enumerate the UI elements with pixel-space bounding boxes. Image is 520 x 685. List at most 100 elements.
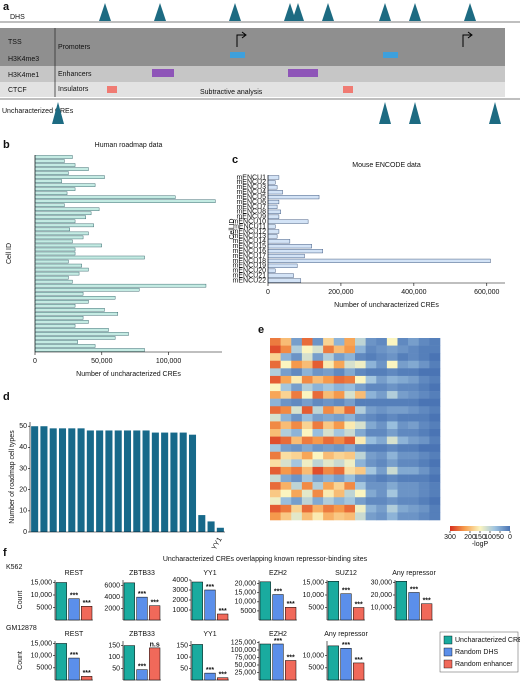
heat-cell [397,459,409,468]
heat-cell [301,413,313,422]
row-label: K562 [6,564,22,571]
dhs-peak [154,3,166,21]
heat-cell [280,436,292,445]
bar [340,648,352,681]
y-tick-label: mENCU10 [233,218,267,225]
heat-cell [312,398,324,407]
bar [204,589,216,621]
heat-cell [323,413,335,422]
heat-cell [355,375,366,384]
heat-cell [418,398,430,407]
heat-cell [312,368,324,377]
bar [34,175,105,179]
heat-cell [312,482,324,490]
panel-title: YY1 [203,631,216,638]
heat-cell [312,360,324,369]
y-tick-label: 5000 [240,608,256,615]
y-tick-label: 5000 [308,604,324,611]
bar [267,175,280,180]
heat-cell [355,360,366,369]
heat-cell [418,421,430,430]
colorbar-tick-label: 0 [508,534,512,541]
heat-cell [418,436,430,445]
heat-cell [280,512,292,521]
heat-cell [408,451,420,460]
promoter-band [0,28,505,66]
bar [105,430,113,532]
heat-cell [333,413,345,422]
heat-cell [280,429,292,437]
heat-cell [323,406,335,415]
heat-cell [301,406,313,415]
bar [267,273,294,278]
bar [353,662,365,681]
heat-cell [429,406,441,415]
heat-cell [386,383,398,392]
y-tick-label: 10 [19,508,27,515]
bar [34,279,73,284]
x-tick-label: YY1 [211,536,224,551]
bar [34,324,76,328]
heat-cell [291,368,303,377]
heat-cell [397,444,409,453]
heat-cell [408,338,420,346]
heat-cell [376,421,388,430]
region-label: Enhancers [58,71,92,78]
heat-cell [323,353,335,362]
heat-cell [344,436,356,445]
bar [267,180,276,185]
heat-cell [270,444,281,453]
bar [34,195,176,199]
y-tick-label: 5000 [36,665,52,672]
heat-cell [344,406,356,415]
heat-cell [312,413,324,422]
y-tick-label: mENCU16 [233,248,267,255]
heat-cell [408,504,420,513]
heat-cell [408,474,420,483]
bar [34,211,92,216]
heat-cell [301,459,313,468]
y-tick-label: mENCU6 [236,199,266,206]
heat-cell [312,421,324,430]
heat-cell [376,338,388,346]
panel-label: b [3,139,10,151]
heat-cell [386,429,398,437]
heat-cell [429,391,441,399]
heat-cell [376,482,388,490]
bar [31,426,39,532]
colorbar [450,526,510,531]
heat-cell [397,429,409,437]
bar [267,244,312,249]
heat-cell [418,338,430,346]
heat-cell [270,474,281,483]
heat-cell [418,489,430,498]
heat-cell [397,338,409,346]
heat-cell [429,459,441,468]
bar [133,430,141,532]
heat-cell [312,512,324,521]
heat-cell [397,398,409,407]
significance: *** [355,657,363,664]
heat-cell [323,360,335,369]
bar [49,428,57,532]
heat-cell [270,466,281,475]
x-tick-label: 200,000 [328,289,353,296]
heat-cell [301,466,313,475]
heat-cell [270,398,281,407]
heat-cell [323,459,335,468]
bar [55,582,67,621]
heat-cell [355,353,366,362]
heat-cell [312,383,324,392]
heat-cell [280,406,292,415]
y-tick-label: mENCU2 [236,179,266,186]
heat-cell [333,444,345,453]
heat-cell [355,391,366,399]
significance: *** [219,608,227,615]
heat-cell [397,451,409,460]
y-tick-label: 15,000 [31,640,53,647]
dhs-peak [379,3,391,21]
heat-cell [344,360,356,369]
bar [267,199,280,205]
heat-cell [355,504,366,513]
heat-cell [418,504,430,513]
